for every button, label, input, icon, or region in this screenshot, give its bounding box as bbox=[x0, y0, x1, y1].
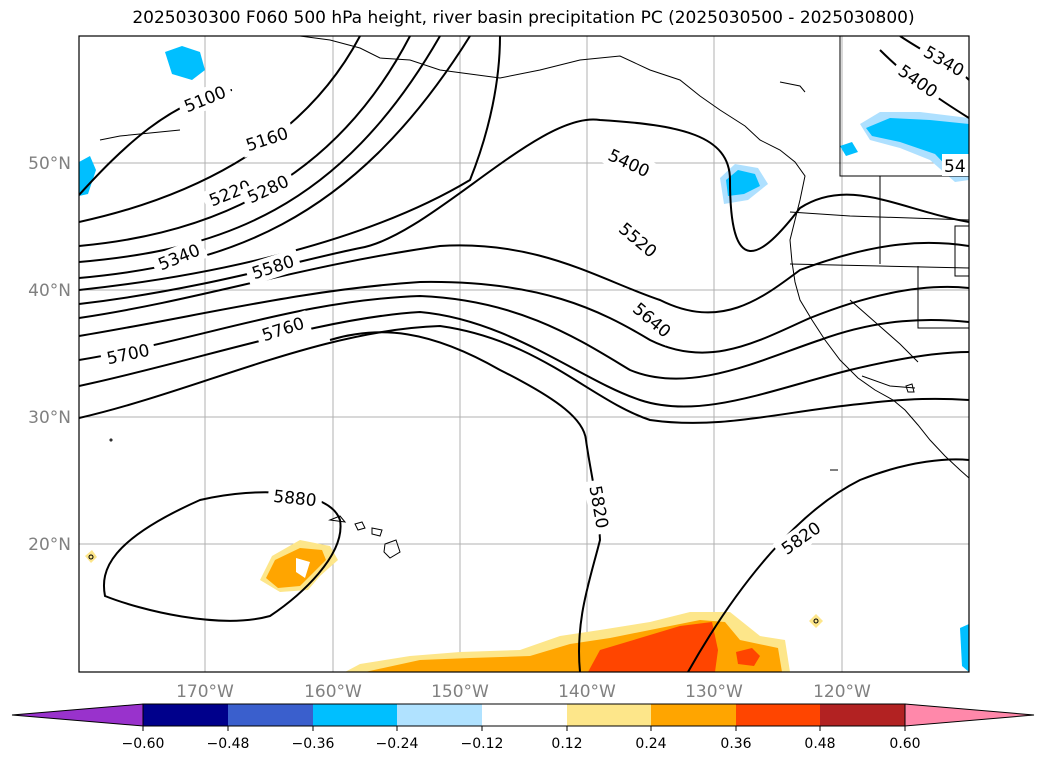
colorbar-bin bbox=[482, 704, 567, 726]
longitude-labels: 170°W 160°W 150°W 140°W 130°W 120°W bbox=[176, 682, 871, 702]
lon-label: 130°W bbox=[685, 682, 743, 702]
colorbar-tick-label: −0.36 bbox=[292, 736, 335, 752]
precip-positive bbox=[85, 540, 823, 672]
colorbar-bin bbox=[313, 704, 397, 726]
colorbar-tick-label: −0.60 bbox=[122, 736, 165, 752]
colorbar-extend-low bbox=[11, 703, 144, 727]
contour-label: 54 bbox=[944, 157, 966, 177]
map-frame bbox=[78, 35, 970, 673]
latitude-labels: 50°N 40°N 30°N 20°N bbox=[28, 154, 71, 555]
colorbar-tick-label: 0.60 bbox=[889, 736, 920, 752]
colorbar-tick-label: −0.12 bbox=[461, 736, 504, 752]
colorbar-tick-label: −0.48 bbox=[207, 736, 250, 752]
lon-label: 120°W bbox=[813, 682, 871, 702]
colorbar-tick-label: 0.36 bbox=[720, 736, 751, 752]
lon-label: 160°W bbox=[304, 682, 362, 702]
lon-label: 150°W bbox=[431, 682, 489, 702]
colorbar-tick-label: −0.24 bbox=[376, 736, 419, 752]
lat-label: 40°N bbox=[28, 281, 71, 301]
colorbar-tick-label: 0.12 bbox=[551, 736, 582, 752]
colorbar: −0.60 −0.48 −0.36 −0.24 −0.12 0.12 0.24 … bbox=[11, 703, 1035, 752]
contour-label: 5880 bbox=[272, 487, 317, 511]
lat-label: 50°N bbox=[28, 154, 71, 174]
lon-label: 170°W bbox=[176, 682, 234, 702]
colorbar-bin bbox=[567, 704, 651, 726]
lat-label: 30°N bbox=[28, 408, 71, 428]
coastlines bbox=[88, 36, 969, 624]
colorbar-bin bbox=[143, 704, 228, 726]
map-panel bbox=[79, 36, 969, 672]
colorbar-tick-label: 0.24 bbox=[635, 736, 666, 752]
colorbar-tick-label: 0.48 bbox=[804, 736, 835, 752]
colorbar-frame bbox=[142, 703, 906, 727]
lat-label: 20°N bbox=[28, 535, 71, 555]
colorbar-bin bbox=[736, 704, 820, 726]
lon-label: 140°W bbox=[558, 682, 616, 702]
map-title: 2025030300 F060 500 hPa height, river ba… bbox=[132, 8, 915, 28]
colorbar-bin bbox=[397, 704, 482, 726]
colorbar-bin bbox=[228, 704, 313, 726]
colorbar-bin bbox=[820, 704, 905, 726]
colorbar-extend-high bbox=[904, 703, 1035, 727]
colorbar-bin bbox=[651, 704, 736, 726]
